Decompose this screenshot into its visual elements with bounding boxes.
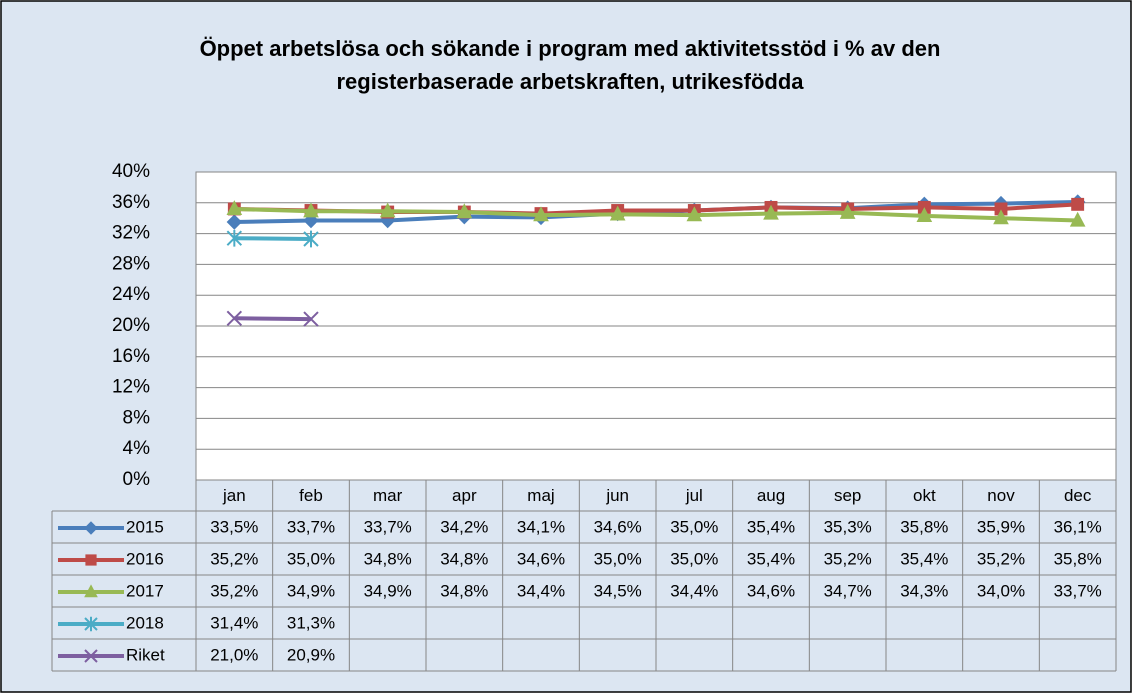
table-cell: 34,8% — [440, 549, 488, 568]
y-tick-label: 8% — [123, 407, 151, 428]
y-tick-label: 28% — [112, 253, 150, 274]
marker — [1069, 211, 1086, 227]
table-cell: 34,4% — [670, 581, 718, 600]
x-tick-label: jul — [685, 486, 703, 505]
table-cell: 35,2% — [210, 581, 258, 600]
marker — [303, 230, 319, 248]
table-cell: 34,1% — [517, 517, 565, 536]
table-cell: 34,2% — [440, 517, 488, 536]
legend-label: 2016 — [126, 549, 164, 568]
y-tick-label: 24% — [112, 284, 150, 305]
x-tick-label: dec — [1064, 486, 1092, 505]
legend-label: 2018 — [126, 613, 164, 632]
marker — [1071, 197, 1085, 211]
marker — [226, 229, 243, 247]
table-cell: 33,7% — [364, 517, 412, 536]
table-cell: 33,5% — [210, 517, 258, 536]
table-cell: 34,3% — [900, 581, 948, 600]
table-cell: 34,8% — [364, 549, 412, 568]
legend-marker — [85, 554, 97, 566]
table-cell: 34,6% — [747, 581, 795, 600]
table-cell: 31,4% — [210, 613, 258, 632]
y-tick-label: 20% — [112, 315, 150, 336]
marker — [916, 207, 933, 222]
table-cell: 35,9% — [977, 517, 1025, 536]
table-cell: 34,8% — [440, 581, 488, 600]
table-cell: 35,0% — [670, 549, 718, 568]
table-cell: 35,4% — [900, 549, 948, 568]
marker — [609, 205, 626, 221]
y-tick-label: 12% — [112, 377, 150, 398]
y-tick-label: 0% — [123, 469, 151, 490]
legend-marker — [84, 649, 98, 663]
x-tick-label: nov — [987, 486, 1015, 505]
marker — [456, 203, 473, 219]
legend-label: 2015 — [126, 517, 164, 536]
marker — [226, 200, 243, 216]
marker — [533, 206, 549, 222]
table-cell: 35,4% — [747, 549, 795, 568]
table-cell: 35,8% — [900, 517, 948, 536]
table-cell: 21,0% — [210, 645, 258, 664]
table-cell: 31,3% — [287, 613, 335, 632]
table-cell: 20,9% — [287, 645, 335, 664]
series-line — [234, 316, 312, 322]
table-cell: 34,9% — [287, 581, 335, 600]
x-tick-label: sep — [834, 486, 861, 505]
x-tick-label: maj — [527, 486, 554, 505]
legend-label: 2017 — [126, 581, 164, 600]
table-cell: 35,0% — [670, 517, 718, 536]
table-cell: 35,2% — [824, 549, 872, 568]
y-tick-label: 40% — [112, 161, 150, 182]
table-cell: 34,6% — [517, 549, 565, 568]
table-cell: 34,0% — [977, 581, 1025, 600]
y-tick-label: 36% — [112, 192, 150, 213]
marker — [686, 206, 703, 222]
table-cell: 35,2% — [977, 549, 1025, 568]
marker — [303, 202, 319, 218]
x-tick-label: feb — [299, 486, 323, 505]
marker — [303, 311, 319, 327]
marker — [763, 204, 779, 220]
x-tick-label: okt — [913, 486, 936, 505]
table-cell: 35,4% — [747, 517, 795, 536]
table-cell: 35,8% — [1054, 549, 1102, 568]
table-cell: 34,7% — [824, 581, 872, 600]
table-cell: 36,1% — [1054, 517, 1102, 536]
x-tick-label: apr — [452, 486, 477, 505]
table-cell: 34,4% — [517, 581, 565, 600]
table-cell: 34,6% — [594, 517, 642, 536]
marker — [379, 202, 396, 218]
table-cell: 34,9% — [364, 581, 412, 600]
x-tick-label: aug — [757, 486, 785, 505]
x-tick-label: jun — [605, 486, 629, 505]
legend-label: Riket — [126, 645, 165, 664]
table-cell: 35,3% — [824, 517, 872, 536]
marker — [993, 209, 1009, 225]
table-cell: 35,0% — [594, 549, 642, 568]
marker — [226, 310, 243, 327]
y-tick-label: 4% — [123, 438, 151, 459]
chart-title: Öppet arbetslösa och sökande i program m… — [199, 36, 941, 94]
y-tick-label: 16% — [112, 346, 150, 367]
table-cell: 35,0% — [287, 549, 335, 568]
series-line — [234, 236, 312, 241]
series-line — [234, 206, 1078, 223]
legend-marker — [84, 616, 98, 632]
marker — [839, 204, 856, 219]
legend-marker — [84, 584, 98, 598]
legend-marker — [84, 521, 98, 535]
table-cell: 35,2% — [210, 549, 258, 568]
table-cell: 33,7% — [1054, 581, 1102, 600]
y-tick-label: 32% — [112, 223, 150, 244]
x-tick-label: jan — [222, 486, 246, 505]
table-cell: 34,5% — [594, 581, 642, 600]
table-cell: 33,7% — [287, 517, 335, 536]
x-tick-label: mar — [373, 486, 403, 505]
marker — [226, 214, 243, 230]
